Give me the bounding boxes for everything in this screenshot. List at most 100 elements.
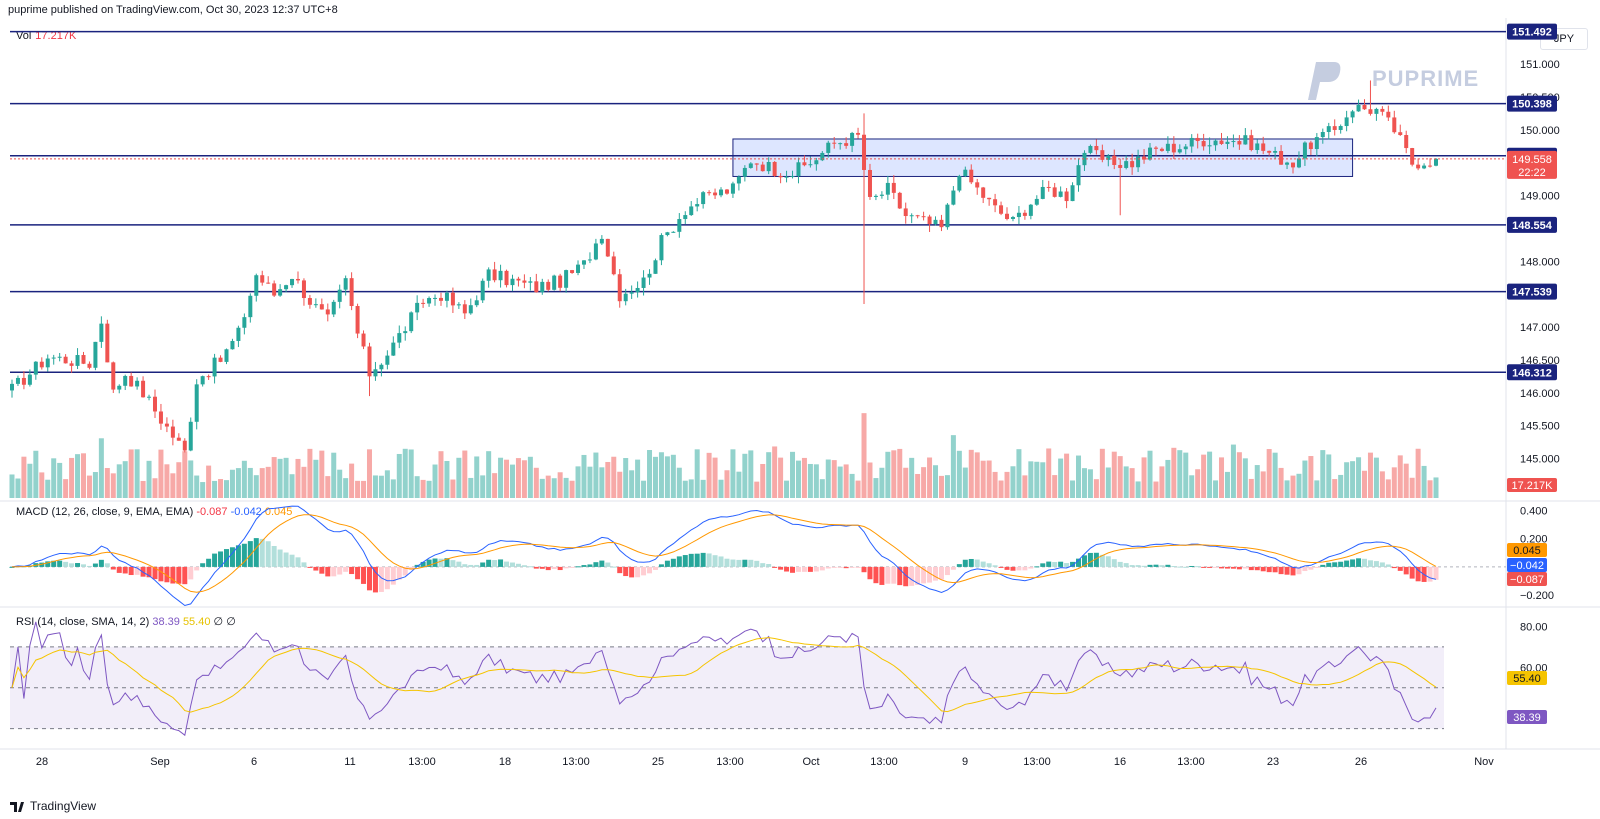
volume-bar: [980, 460, 986, 498]
candle-body: [1005, 213, 1010, 219]
macd-histogram-bar: [980, 561, 986, 567]
candle-body: [1213, 140, 1218, 146]
macd-histogram-bar: [396, 566, 402, 580]
volume-bar: [736, 471, 742, 498]
candle-body: [117, 385, 122, 390]
volume-bar: [1242, 458, 1248, 498]
macd-histogram-bar: [879, 566, 885, 585]
candle-body: [1332, 126, 1337, 130]
macd-histogram-bar: [933, 566, 939, 581]
macd-histogram-bar: [1004, 566, 1010, 570]
candle-body: [1392, 117, 1397, 133]
volume-bar: [456, 457, 462, 498]
macd-histogram-bar: [670, 558, 676, 567]
macd-histogram-bar: [170, 566, 176, 584]
volume-bar: [992, 471, 998, 498]
volume-bar: [39, 472, 45, 498]
volume-bar: [325, 476, 331, 498]
candle-body: [522, 280, 527, 283]
volume-bar: [1087, 469, 1093, 498]
candle-body: [635, 287, 640, 293]
volume-bar: [319, 450, 325, 498]
volume-bar: [1403, 463, 1409, 498]
candle-body: [528, 281, 533, 283]
macd-histogram-bar: [307, 566, 313, 568]
volume-bar: [581, 454, 587, 498]
macd-legend: MACD (12, 26, close, 9, EMA, EMA) -0.087…: [16, 506, 292, 518]
volume-bar: [867, 462, 873, 498]
candle-body: [438, 297, 443, 301]
candle-body: [27, 374, 32, 385]
candle-body: [164, 423, 169, 427]
volume-bar: [361, 480, 367, 498]
candle-body: [945, 204, 950, 228]
candle-body: [623, 293, 628, 302]
volume-bar: [599, 467, 605, 498]
macd-histogram-bar: [1344, 560, 1350, 567]
candle-body: [105, 323, 110, 363]
macd-histogram-bar: [450, 560, 456, 567]
macd-histogram-bar: [212, 553, 218, 567]
macd-histogram-bar: [98, 559, 104, 567]
candle-body: [1076, 165, 1081, 186]
macd-histogram-bar: [927, 566, 933, 583]
candle-body: [230, 340, 235, 350]
candle-body: [975, 182, 980, 188]
volume-bar: [1129, 468, 1135, 498]
volume-bar: [1278, 467, 1284, 498]
candle-body: [433, 297, 438, 299]
volume-bar: [1415, 448, 1421, 498]
macd-histogram-bar: [772, 566, 778, 568]
volume-bar: [86, 475, 92, 498]
macd-histogram-bar: [795, 566, 801, 572]
volume-bar: [706, 452, 712, 498]
volume-bar: [587, 466, 593, 498]
macd-histogram-bar: [521, 565, 527, 567]
macd-histogram-bar: [122, 566, 128, 574]
candle-body: [844, 143, 849, 146]
macd-histogram-bar: [509, 562, 515, 567]
macd-histogram-bar: [164, 566, 170, 583]
volume-bar: [1141, 457, 1147, 498]
candle-body: [611, 256, 616, 275]
candle-body: [170, 426, 175, 438]
macd-histogram-bar: [86, 565, 92, 567]
volume-bar: [569, 480, 575, 498]
volume-bar: [1219, 457, 1225, 498]
macd-histogram-bar: [1260, 566, 1266, 572]
volume-bar: [1153, 481, 1159, 498]
candle-body: [1010, 217, 1015, 219]
candle-body: [617, 274, 622, 302]
candle-body: [921, 216, 926, 218]
macd-histogram-bar: [807, 566, 813, 572]
candle-body: [1159, 148, 1164, 151]
rsi-legend-extra2: ∅: [226, 616, 236, 628]
candle-body: [260, 275, 265, 283]
macd-histogram-bar: [1028, 566, 1034, 569]
level-price-badge: [1507, 95, 1557, 112]
candle-body: [707, 192, 712, 194]
macd-histogram-bar: [1308, 566, 1314, 570]
macd-histogram-bar: [92, 563, 98, 567]
candle-body: [218, 357, 223, 362]
volume-bar: [1314, 480, 1320, 498]
macd-histogram-bar: [748, 559, 754, 567]
last-price-badge: [1507, 150, 1557, 179]
volume-legend: Vol 17.217K: [16, 30, 76, 42]
macd-badge-label: −0.087: [1510, 574, 1544, 586]
candle-body: [1249, 135, 1254, 151]
macd-tick-label: −0.200: [1520, 590, 1554, 602]
candle-body: [1386, 111, 1391, 118]
macd-histogram-bar: [188, 566, 194, 580]
volume-bar: [1016, 449, 1022, 498]
volume-bar: [283, 457, 289, 498]
macd-histogram-bar: [1320, 564, 1326, 567]
macd-histogram-bar: [51, 560, 57, 567]
volume-bar: [468, 477, 474, 498]
candle-body: [665, 232, 670, 236]
macd-tick-label: 0.200: [1520, 534, 1548, 546]
volume-bar: [200, 482, 206, 498]
macd-histogram-bar: [259, 538, 265, 567]
volume-bar: [134, 449, 140, 498]
